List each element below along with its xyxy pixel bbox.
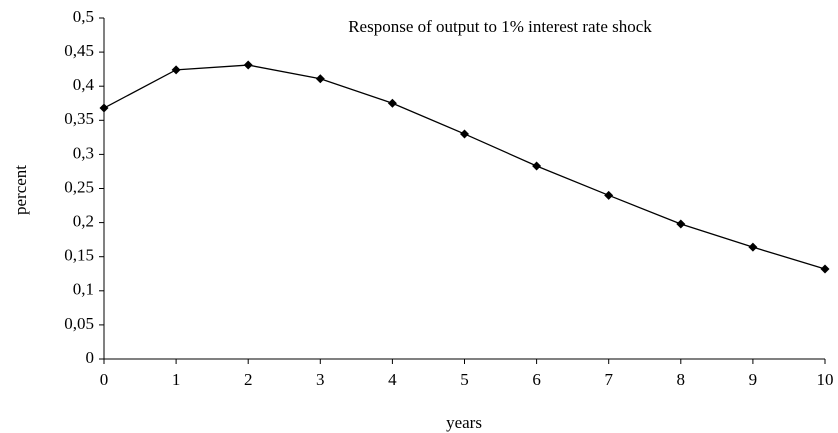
y-tick-label: 0,5 <box>73 7 94 26</box>
y-axis-label: percent <box>11 165 30 215</box>
marker <box>748 242 758 252</box>
marker <box>460 129 469 139</box>
y-tick-label: 0,25 <box>64 177 94 196</box>
marker <box>171 65 181 75</box>
chart-title: Response of output to 1% interest rate s… <box>348 17 652 36</box>
x-tick-label: 6 <box>532 370 541 389</box>
y-tick-label: 0 <box>86 348 95 367</box>
marker <box>532 161 542 171</box>
x-tick-label: 9 <box>749 370 758 389</box>
y-tick-label: 0,35 <box>64 109 94 128</box>
x-tick-label: 3 <box>316 370 325 389</box>
x-tick-label: 5 <box>460 370 469 389</box>
marker <box>315 74 325 84</box>
y-tick-label: 0,45 <box>64 41 94 60</box>
x-tick-label: 2 <box>244 370 253 389</box>
marker <box>243 60 253 70</box>
y-tick-label: 0,2 <box>73 212 94 231</box>
x-tick-label: 8 <box>677 370 686 389</box>
marker <box>99 103 109 113</box>
y-tick-label: 0,15 <box>64 246 94 265</box>
y-tick-label: 0,05 <box>64 314 94 333</box>
x-axis-label: years <box>446 413 482 432</box>
y-tick-label: 0,3 <box>73 143 94 162</box>
marker <box>387 98 397 108</box>
marker <box>604 190 614 200</box>
x-tick-label: 1 <box>172 370 181 389</box>
y-tick-label: 0,1 <box>73 280 94 299</box>
x-tick-label: 7 <box>604 370 613 389</box>
marker <box>676 219 686 229</box>
x-tick-label: 0 <box>100 370 109 389</box>
y-tick-label: 0,4 <box>73 75 95 94</box>
x-tick-label: 4 <box>388 370 397 389</box>
marker <box>820 264 830 274</box>
line <box>103 64 826 270</box>
x-tick-label: 10 <box>817 370 834 389</box>
